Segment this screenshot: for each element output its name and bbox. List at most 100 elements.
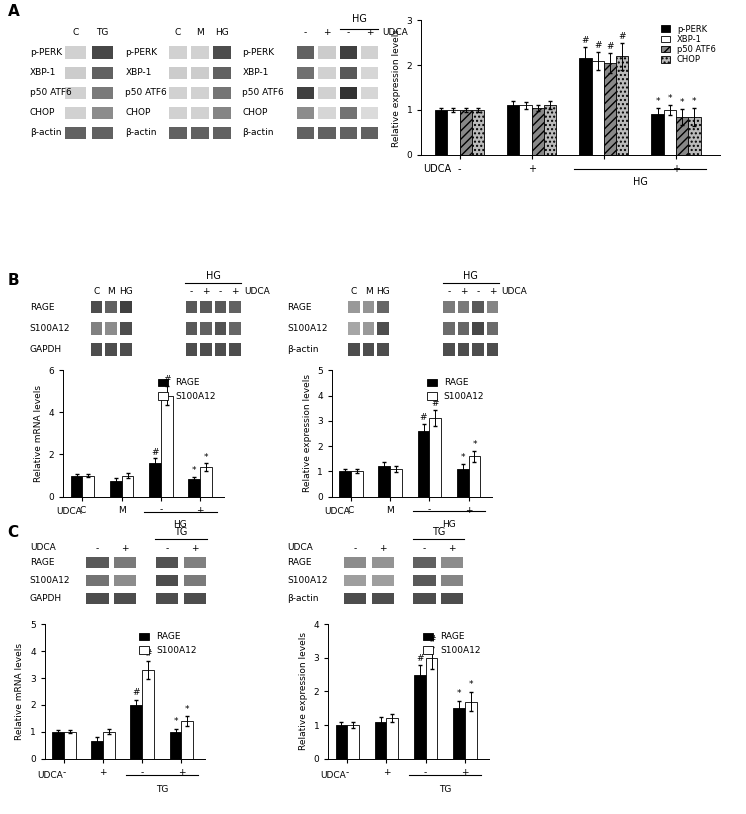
Text: #: #: [594, 41, 601, 50]
Bar: [457, 343, 469, 356]
Bar: [87, 593, 109, 604]
Bar: [319, 107, 336, 119]
Text: #: #: [420, 413, 427, 422]
Text: *: *: [692, 97, 697, 106]
Bar: [377, 343, 389, 356]
Bar: [91, 742, 103, 759]
Text: +: +: [379, 544, 386, 553]
Bar: [457, 300, 469, 313]
Text: +: +: [489, 287, 496, 296]
Bar: [361, 86, 378, 99]
Bar: [377, 322, 389, 335]
Bar: [472, 343, 484, 356]
Text: RAGE: RAGE: [287, 303, 312, 312]
Text: RAGE: RAGE: [287, 558, 312, 567]
Text: -: -: [423, 544, 426, 553]
Bar: [604, 63, 616, 155]
Bar: [472, 110, 484, 155]
Bar: [65, 86, 87, 99]
Bar: [186, 300, 197, 313]
Bar: [184, 593, 206, 604]
Text: *: *: [204, 453, 208, 462]
Bar: [169, 67, 186, 79]
Bar: [348, 343, 360, 356]
Bar: [390, 469, 402, 497]
Bar: [215, 322, 227, 335]
Text: -: -: [166, 544, 169, 553]
Bar: [213, 46, 231, 59]
Bar: [426, 658, 437, 759]
Text: XBP-1: XBP-1: [30, 68, 56, 77]
Bar: [213, 127, 231, 139]
Bar: [336, 725, 348, 759]
Bar: [378, 466, 390, 497]
Text: HG: HG: [463, 271, 478, 281]
Bar: [213, 67, 231, 79]
Bar: [191, 67, 209, 79]
Bar: [413, 593, 436, 604]
Text: -: -: [353, 544, 357, 553]
Text: *: *: [680, 98, 684, 107]
Bar: [120, 343, 131, 356]
Bar: [472, 322, 484, 335]
Text: S100A12: S100A12: [30, 324, 70, 333]
Bar: [215, 343, 227, 356]
Bar: [507, 105, 519, 155]
Text: -: -: [477, 287, 480, 296]
Text: UDCA: UDCA: [325, 506, 350, 516]
Bar: [169, 127, 186, 139]
Bar: [580, 59, 592, 155]
Text: C: C: [72, 28, 79, 37]
Text: +: +: [448, 544, 456, 553]
Text: UDCA: UDCA: [424, 164, 451, 174]
Bar: [340, 86, 357, 99]
Bar: [103, 732, 115, 759]
Bar: [161, 396, 172, 497]
Text: #: #: [427, 636, 436, 645]
Text: #: #: [618, 32, 626, 41]
Y-axis label: Relative mRNA levels: Relative mRNA levels: [16, 643, 25, 740]
Bar: [340, 127, 357, 139]
Bar: [519, 105, 532, 155]
Bar: [169, 107, 186, 119]
Legend: RAGE, S100A12: RAGE, S100A12: [419, 629, 484, 659]
Bar: [339, 471, 351, 497]
Bar: [92, 86, 113, 99]
Bar: [372, 575, 394, 586]
Text: CHOP: CHOP: [125, 108, 151, 117]
Bar: [486, 343, 498, 356]
Text: #: #: [582, 37, 589, 46]
Bar: [64, 732, 75, 759]
Text: TG: TG: [432, 527, 445, 537]
Bar: [486, 300, 498, 313]
Bar: [372, 593, 394, 604]
Bar: [191, 86, 209, 99]
Bar: [122, 475, 134, 497]
Bar: [348, 300, 360, 313]
Text: β-actin: β-actin: [242, 129, 274, 138]
Bar: [664, 110, 676, 155]
Text: *: *: [192, 466, 196, 475]
Bar: [363, 300, 374, 313]
Text: HG: HG: [351, 15, 366, 24]
Text: XBP-1: XBP-1: [125, 68, 151, 77]
Bar: [200, 322, 212, 335]
Text: #: #: [606, 42, 614, 51]
Text: HG: HG: [174, 520, 187, 529]
Y-axis label: Relative mRNA levels: Relative mRNA levels: [34, 385, 43, 482]
Text: HG: HG: [206, 271, 221, 281]
Text: β-actin: β-actin: [125, 129, 157, 138]
Bar: [361, 46, 378, 59]
Bar: [374, 722, 386, 759]
Bar: [361, 127, 378, 139]
Bar: [169, 732, 181, 759]
Text: C: C: [175, 28, 181, 37]
Bar: [83, 475, 94, 497]
Bar: [297, 86, 314, 99]
Bar: [319, 46, 336, 59]
Y-axis label: Relative expression levels: Relative expression levels: [299, 632, 308, 751]
Text: S100A12: S100A12: [287, 576, 327, 585]
Bar: [186, 343, 197, 356]
Bar: [616, 56, 628, 155]
Text: UDCA: UDCA: [501, 287, 527, 296]
